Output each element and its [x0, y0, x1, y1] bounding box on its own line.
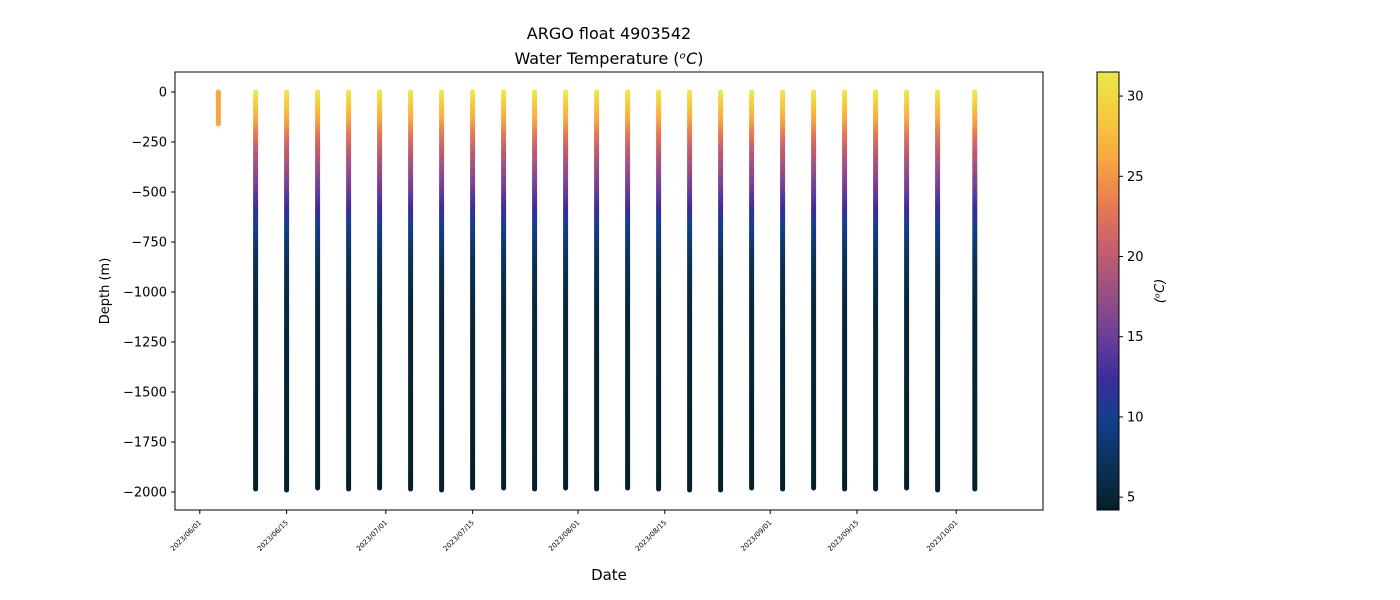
subtitle-unit: ᵒC	[680, 49, 699, 68]
y-tick-label: −750	[131, 236, 167, 251]
x-tick-label: 2023/08/15	[634, 519, 668, 553]
x-tick-label: 2023/08/01	[547, 519, 581, 553]
x-axis-label: Date	[591, 566, 627, 584]
profiles-layer	[215, 89, 978, 493]
colorbar-tick-label: 30	[1127, 90, 1144, 105]
colorbar-tick-label: 15	[1127, 330, 1144, 345]
chart-title: ARGO float 4903542	[527, 24, 691, 43]
y-axis-label: Depth (m)	[98, 258, 113, 325]
chart-subtitle: Water Temperature (ᵒC)	[514, 49, 703, 68]
x-tick-label: 2023/09/15	[826, 519, 860, 553]
x-tick-label: 2023/06/15	[256, 519, 290, 553]
x-tick-label: 2023/10/01	[925, 519, 959, 553]
x-tick-label: 2023/07/01	[355, 519, 389, 553]
colorbar-tick-label: 5	[1127, 491, 1135, 506]
y-tick-label: −1500	[123, 386, 167, 401]
colorbar-tick-label: 20	[1127, 250, 1144, 265]
subtitle-suffix: )	[697, 49, 703, 68]
y-tick-label: −500	[131, 186, 167, 201]
x-tick-label: 2023/07/15	[442, 519, 476, 553]
y-tick-label: −1750	[123, 436, 167, 451]
x-tick-label: 2023/06/01	[169, 519, 203, 553]
colorbar-ticks: 5 10 15 20 25 30	[1119, 90, 1144, 506]
colorbar-tick-label: 25	[1127, 170, 1144, 185]
y-tick-label: −2000	[123, 486, 167, 501]
y-tick-label: 0	[159, 86, 167, 101]
plot-frame	[174, 71, 1044, 511]
y-tick-label: −1250	[123, 336, 167, 351]
colorbar-label: (ᵒC)	[1153, 279, 1168, 304]
subtitle-prefix: Water Temperature (	[514, 49, 679, 68]
y-tick-label: −250	[131, 136, 167, 151]
y-axis: 0 −250 −500 −750 −1000 −1250 −1500 −1750 −2000	[123, 86, 175, 501]
y-tick-label: −1000	[123, 286, 167, 301]
x-tick-label: 2023/09/01	[739, 519, 773, 553]
x-axis: 2023/06/01 2023/06/15 2023/07/01 2023/07/15…	[169, 510, 960, 553]
colorbar-tick-label: 10	[1127, 410, 1144, 425]
colorbar	[1096, 71, 1120, 511]
